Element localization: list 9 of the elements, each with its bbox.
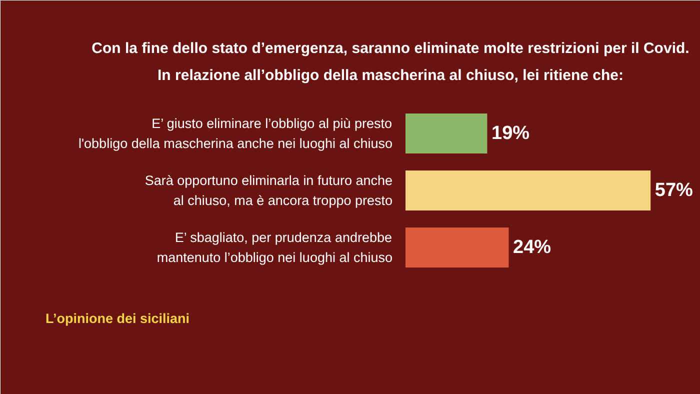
data-label: 57% — [654, 180, 694, 201]
y-tick-label: E’ giusto eliminare l’obbligo al più presto l'obbligo della mascherina anche nei luoghi al chiuso — [78, 116, 393, 152]
data-label: 24% — [513, 237, 552, 258]
y-tick-label: Sarà opportuno eliminarla in futuro anche al chiuso, ma è ancora troppo presto — [144, 172, 392, 208]
text: L’opinione dei siciliani — [46, 311, 190, 326]
chart-subtitle: In relazione all’obbligo della mascherina al chiuso, lei ritiene che: — [158, 67, 624, 84]
chart-title: Con la fine dello stato d’emergenza, saranno eliminate molte restrizioni per il Covid. — [92, 40, 690, 57]
y-tick-label: E’ sbagliato, per prudenza andrebbe mantenuto l’obbligo nei luoghi al chiuso — [156, 230, 393, 266]
data-label: 19% — [492, 123, 530, 144]
